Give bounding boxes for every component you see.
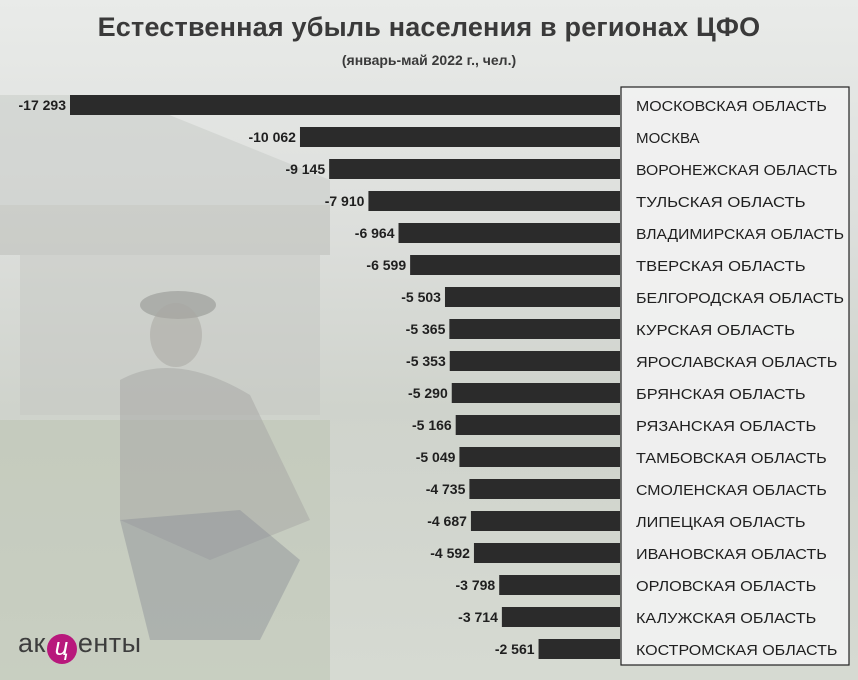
- value-label: -4 592: [430, 545, 470, 561]
- value-label: -4 735: [426, 481, 466, 497]
- bar: [70, 95, 620, 115]
- category-label: БЕЛГОРОДСКАЯ ОБЛАСТЬ: [636, 290, 844, 307]
- bar: [368, 191, 620, 211]
- category-label: МОСКОВСКАЯ ОБЛАСТЬ: [636, 98, 827, 115]
- value-label: -5 365: [406, 321, 446, 337]
- category-label: ИВАНОВСКАЯ ОБЛАСТЬ: [636, 546, 827, 563]
- logo-text-start: ак: [18, 628, 46, 658]
- bar: [469, 479, 620, 499]
- logo-mark: ц: [46, 634, 77, 664]
- bar: [459, 447, 620, 467]
- value-label: -5 290: [408, 385, 448, 401]
- value-label: -5 353: [406, 353, 446, 369]
- bar: [329, 159, 620, 179]
- bar: [444, 287, 620, 307]
- bar: [470, 511, 620, 531]
- value-label: -5 503: [401, 289, 441, 305]
- bar: [538, 639, 620, 659]
- akcenty-logo: ак ц енты: [18, 628, 142, 664]
- category-label: ВОРОНЕЖСКАЯ ОБЛАСТЬ: [636, 162, 838, 179]
- value-label: -17 293: [19, 97, 67, 113]
- category-label: ЛИПЕЦКАЯ ОБЛАСТЬ: [636, 514, 806, 531]
- bar: [398, 223, 620, 243]
- category-label: КАЛУЖСКАЯ ОБЛАСТЬ: [636, 610, 816, 627]
- value-label: -4 687: [427, 513, 467, 529]
- category-label-panel: [620, 86, 850, 666]
- category-label: ЯРОСЛАВСКАЯ ОБЛАСТЬ: [636, 354, 838, 371]
- value-label: -5 166: [412, 417, 452, 433]
- bar: [449, 351, 620, 371]
- value-label: -7 910: [325, 193, 365, 209]
- logo-text-end: енты: [77, 628, 142, 658]
- category-label: СМОЛЕНСКАЯ ОБЛАСТЬ: [636, 482, 827, 499]
- bar: [473, 543, 620, 563]
- category-label: РЯЗАНСКАЯ ОБЛАСТЬ: [636, 418, 816, 435]
- value-label: -5 049: [416, 449, 456, 465]
- category-label: БРЯНСКАЯ ОБЛАСТЬ: [636, 386, 806, 403]
- bar: [299, 127, 620, 147]
- category-label: ВЛАДИМИРСКАЯ ОБЛАСТЬ: [636, 226, 844, 243]
- value-label: -10 062: [248, 129, 296, 145]
- value-label: -6 599: [366, 257, 406, 273]
- value-label: -9 145: [285, 161, 325, 177]
- value-label: -3 714: [458, 609, 498, 625]
- category-label: ТУЛЬСКАЯ ОБЛАСТЬ: [636, 194, 806, 211]
- bar: [449, 319, 620, 339]
- bar: [501, 607, 620, 627]
- value-label: -6 964: [355, 225, 395, 241]
- bar: [410, 255, 620, 275]
- category-label: КУРСКАЯ ОБЛАСТЬ: [636, 322, 795, 339]
- category-label: МОСКВА: [636, 130, 700, 147]
- bar: [499, 575, 620, 595]
- value-label: -2 561: [495, 641, 535, 657]
- category-label: КОСТРОМСКАЯ ОБЛАСТЬ: [636, 642, 838, 659]
- chart-title: Естественная убыль населения в регионах …: [97, 12, 761, 42]
- category-label: ТВЕРСКАЯ ОБЛАСТЬ: [636, 258, 806, 275]
- category-label: ОРЛОВСКАЯ ОБЛАСТЬ: [636, 578, 816, 595]
- category-label: ТАМБОВСКАЯ ОБЛАСТЬ: [636, 450, 827, 467]
- bar: [451, 383, 620, 403]
- value-label: -3 798: [456, 577, 496, 593]
- chart-subtitle: (январь-май 2022 г., чел.): [341, 52, 517, 68]
- bar: [455, 415, 620, 435]
